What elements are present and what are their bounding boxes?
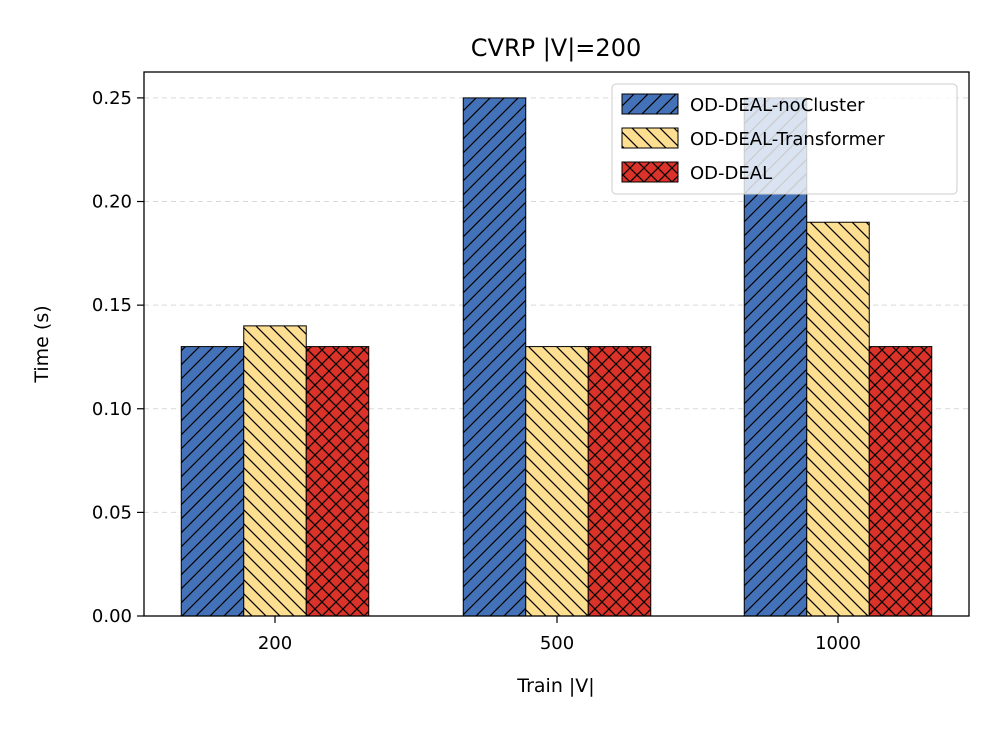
bar-hatch: [868, 346, 933, 617]
legend-box: [611, 83, 958, 195]
y-tick-label: 0.20: [92, 192, 132, 213]
x-tick-label: 200: [258, 633, 292, 654]
bar-hatch: [243, 325, 307, 617]
bar-hatch: [180, 346, 245, 617]
legend-label: OD-DEAL: [690, 163, 772, 184]
bar-hatch: [462, 97, 527, 617]
y-tick-label: 0.05: [92, 502, 132, 523]
legend-swatch-hatch: [621, 93, 679, 115]
bar-hatch: [525, 346, 589, 617]
x-axis-label: Train |V|: [516, 675, 594, 697]
bar-hatch: [305, 346, 370, 617]
bar-hatch: [587, 346, 652, 617]
y-tick-label: 0.00: [92, 606, 132, 627]
x-tick-label: 500: [540, 633, 574, 654]
x-tick-label: 1000: [815, 633, 861, 654]
legend-label: OD-DEAL-Transformer: [690, 129, 885, 150]
x-axis-ticks: 200 500 1000: [258, 616, 861, 654]
bar-hatch: [806, 221, 870, 617]
legend: OD-DEAL-noCluster OD-DEAL-Transformer OD-D…: [611, 83, 958, 195]
y-tick-label: 0.10: [92, 399, 132, 420]
y-tick-label: 0.25: [92, 88, 132, 109]
y-axis-label: Time (s): [31, 305, 53, 383]
chart-title: CVRP |V|=200: [471, 34, 641, 62]
y-tick-label: 0.15: [92, 295, 132, 316]
legend-swatch-hatch: [621, 127, 679, 149]
y-axis-ticks: 0.00 0.05 0.10 0.15 0.20 0.25: [92, 88, 144, 627]
legend-swatch-hatch: [621, 161, 679, 183]
legend-label: OD-DEAL-noCluster: [690, 95, 865, 116]
